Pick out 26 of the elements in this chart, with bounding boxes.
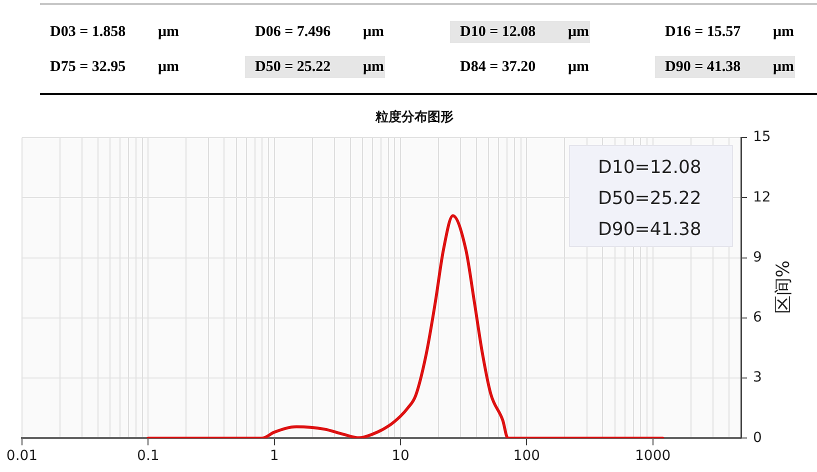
y-tick-label: 15 (753, 129, 771, 146)
chart-title: 粒度分布图形 (374, 109, 454, 126)
y-tick-label: 3 (753, 370, 762, 386)
x-tick-label: 1 (270, 448, 279, 464)
annotation: D50=25.22 (598, 187, 702, 211)
annotation: D90=41.38 (598, 218, 702, 242)
text: D10 = 12.08 μm (460, 24, 589, 40)
text: D03 = 1.858 μm (50, 24, 179, 40)
x-tick-label: 0.1 (137, 448, 160, 464)
y-axis-title: 区间% (772, 260, 795, 314)
text: D06 = 7.496 μm (255, 24, 384, 40)
text: D90 = 41.38 μm (665, 59, 794, 75)
y-tick-label: 0 (753, 430, 762, 446)
text-box: D10=12.08 D50=25.22 D90=41.38 (569, 145, 733, 247)
x-tick-label: 10 (392, 448, 410, 464)
y-tick-label: 9 (753, 249, 762, 266)
y-tick-label: 6 (753, 310, 762, 326)
x-tick-label: 100 (513, 448, 540, 464)
x-tick-label: 1000 (634, 448, 671, 464)
y-tick-label: 12 (753, 189, 771, 206)
annotation: D10=12.08 (598, 156, 702, 180)
text: D75 = 32.95 μm (50, 59, 179, 75)
x-tick-label: 0.01 (6, 448, 38, 464)
text: D84 = 37.20 μm (460, 59, 589, 75)
text: D16 = 15.57 μm (665, 24, 794, 40)
text: D50 = 25.22 μm (255, 59, 384, 75)
